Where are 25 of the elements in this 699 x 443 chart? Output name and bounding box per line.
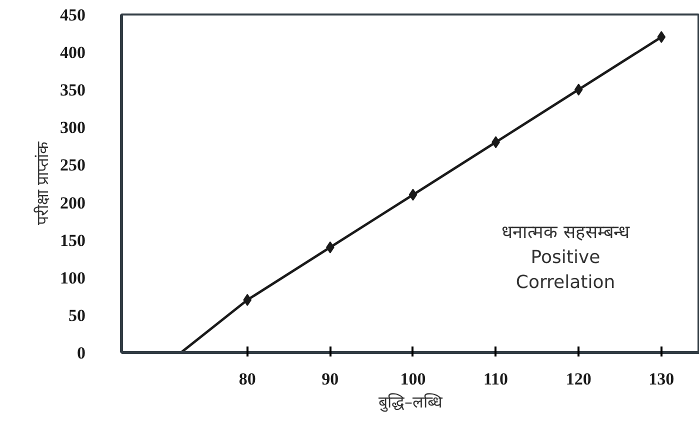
y-tick-label: 0 [77,344,86,362]
x-tick-label: 130 [648,370,674,388]
point [408,188,418,201]
annotation: धनात्मक सहसम्बन्ध [502,222,630,243]
y-tick-label: 450 [60,6,86,24]
point [657,31,666,44]
x-axis-title: बुद्धि–लब्धि [378,392,444,412]
y-tick-label: 150 [60,230,86,250]
annotation: Positive [530,247,600,268]
x-tick-label: 120 [566,370,592,388]
x-tick-label: 100 [400,370,426,388]
point [243,294,252,306]
y-tick-label: 100 [60,268,86,288]
y-tick-label: 300 [60,118,86,138]
y-tick-label: 350 [60,80,86,100]
y-tick-label: 50 [68,306,86,325]
annotation: Correlation [516,272,616,293]
y-tick-label: 200 [60,193,86,212]
y-axis-title: परीक्षा प्राप्तांक [33,140,52,226]
point [574,84,583,96]
x-tick-label: 110 [484,370,508,388]
y-tick-label: 250 [60,156,86,175]
x-tick-label: 80 [238,370,256,388]
x-tick-label: 90 [322,370,339,388]
y-tick-label: 400 [60,43,86,62]
